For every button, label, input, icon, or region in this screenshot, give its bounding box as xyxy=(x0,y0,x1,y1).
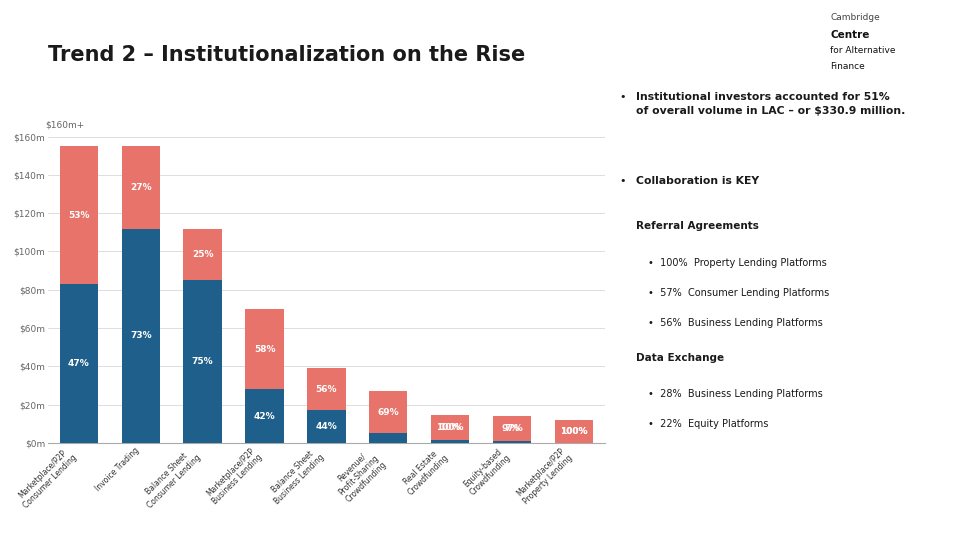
Bar xyxy=(431,440,469,443)
Bar xyxy=(183,228,222,280)
Text: •  28%  Business Lending Platforms: • 28% Business Lending Platforms xyxy=(648,389,823,400)
Text: 100%: 100% xyxy=(560,427,588,436)
Text: 73%: 73% xyxy=(130,331,152,340)
Text: 97%: 97% xyxy=(501,424,523,433)
Text: •  56%  Business Lending Platforms: • 56% Business Lending Platforms xyxy=(648,318,823,328)
Text: 58%: 58% xyxy=(253,345,276,354)
Text: 56%: 56% xyxy=(316,384,337,394)
Bar xyxy=(431,415,469,440)
Text: Referral Agreements: Referral Agreements xyxy=(636,221,759,232)
Text: 7%: 7% xyxy=(504,424,519,433)
Text: 42%: 42% xyxy=(253,411,276,421)
Text: $160m+: $160m+ xyxy=(45,120,84,129)
Text: Centre: Centre xyxy=(830,30,870,40)
Text: 53%: 53% xyxy=(68,211,89,220)
Text: Finance: Finance xyxy=(830,62,865,71)
Bar xyxy=(122,146,160,228)
Bar xyxy=(369,391,407,433)
Bar xyxy=(60,146,98,284)
Bar xyxy=(307,368,346,410)
Bar xyxy=(369,433,407,443)
Text: 47%: 47% xyxy=(68,359,90,368)
Text: •  100%  Property Lending Platforms: • 100% Property Lending Platforms xyxy=(648,258,827,268)
Bar xyxy=(492,441,531,443)
Text: •: • xyxy=(619,176,626,186)
Text: Collaboration is KEY: Collaboration is KEY xyxy=(636,176,759,186)
Text: 27%: 27% xyxy=(130,183,152,192)
Text: for Alternative: for Alternative xyxy=(830,46,896,55)
Text: Cambridge: Cambridge xyxy=(830,14,880,23)
Text: 100%: 100% xyxy=(560,427,588,436)
Text: 44%: 44% xyxy=(316,422,337,431)
Text: Trend 2 – Institutionalization on the Rise: Trend 2 – Institutionalization on the Ri… xyxy=(48,45,525,65)
Bar xyxy=(60,284,98,443)
Bar xyxy=(246,389,284,443)
Text: 25%: 25% xyxy=(192,250,213,259)
Text: •  22%  Equity Platforms: • 22% Equity Platforms xyxy=(648,419,768,429)
Text: 100%: 100% xyxy=(437,423,464,432)
Bar xyxy=(307,410,346,443)
Text: 10%: 10% xyxy=(440,423,461,432)
Bar xyxy=(246,309,284,389)
Bar xyxy=(183,280,222,443)
Bar xyxy=(122,228,160,443)
Bar xyxy=(555,420,593,443)
Text: Data Exchange: Data Exchange xyxy=(636,353,725,363)
Bar xyxy=(492,416,531,441)
Text: 75%: 75% xyxy=(192,357,213,366)
Text: 69%: 69% xyxy=(377,408,399,417)
Text: Institutional investors accounted for 51%
of overall volume in LAC – or $330.9 m: Institutional investors accounted for 51… xyxy=(636,92,906,116)
Text: •  57%  Consumer Lending Platforms: • 57% Consumer Lending Platforms xyxy=(648,288,829,298)
Text: •: • xyxy=(619,92,626,102)
